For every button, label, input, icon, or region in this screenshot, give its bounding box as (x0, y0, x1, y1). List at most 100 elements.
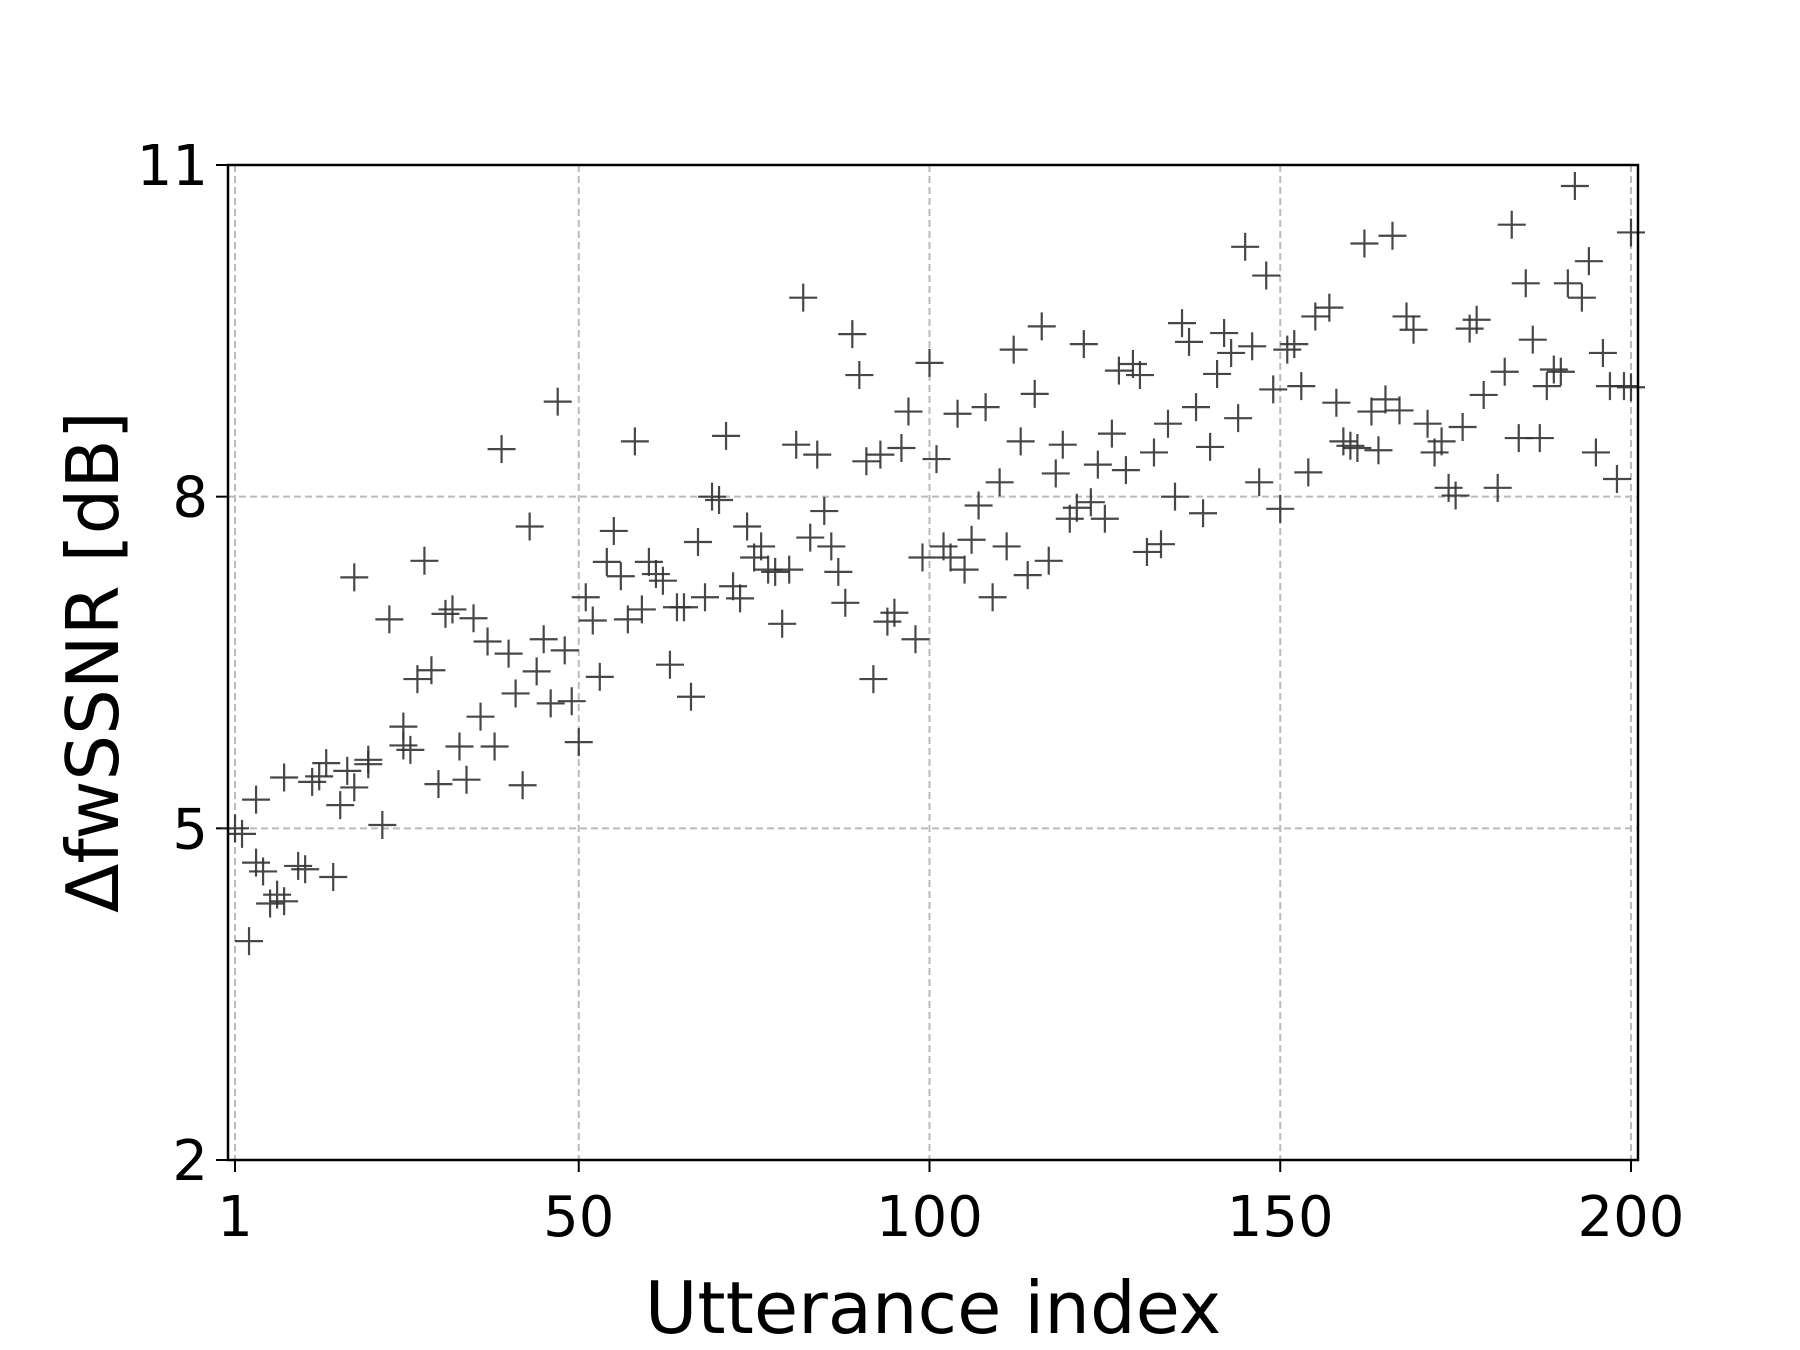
point (964, 491, 993, 520)
point (1203, 359, 1232, 388)
point (389, 712, 418, 741)
point (684, 527, 712, 556)
point (1616, 373, 1645, 402)
point (1196, 432, 1225, 461)
point (536, 689, 565, 718)
point (922, 445, 951, 474)
point (1041, 459, 1070, 488)
point (606, 562, 635, 591)
point (880, 598, 909, 627)
point (796, 523, 825, 552)
point (859, 665, 888, 694)
point (1146, 530, 1175, 559)
point (634, 547, 663, 576)
point (936, 543, 965, 572)
point (1006, 427, 1035, 456)
point (845, 361, 874, 390)
point (529, 625, 558, 654)
point (1581, 438, 1610, 467)
point (284, 851, 313, 880)
point (1013, 561, 1042, 590)
point (1069, 330, 1098, 359)
point (1553, 269, 1582, 298)
point (1469, 380, 1498, 409)
point (691, 583, 720, 612)
point (557, 687, 586, 716)
point (901, 625, 930, 654)
point (242, 785, 271, 814)
point (1483, 473, 1512, 502)
point (1329, 427, 1358, 456)
point (550, 636, 579, 665)
point (445, 732, 474, 761)
point (1350, 229, 1379, 258)
point (831, 588, 860, 617)
point (459, 604, 488, 633)
point (1076, 488, 1105, 517)
x-tick-label: 50 (543, 1185, 614, 1250)
point (1139, 438, 1168, 467)
point (1104, 356, 1133, 385)
point (1273, 335, 1302, 364)
point (740, 543, 769, 572)
point (985, 468, 1014, 497)
y-tick-label: 11 (137, 134, 208, 199)
point (1280, 330, 1309, 359)
point (1378, 221, 1407, 250)
point (1252, 261, 1281, 290)
point (824, 557, 853, 586)
point (410, 546, 439, 575)
point (1546, 357, 1575, 386)
point (585, 662, 614, 691)
point (599, 516, 628, 545)
point (375, 605, 404, 634)
point (817, 532, 846, 561)
point (1182, 393, 1211, 422)
point (578, 606, 607, 635)
point (782, 430, 811, 459)
point (543, 387, 572, 416)
point (340, 563, 369, 592)
point (1364, 436, 1393, 465)
point (1034, 546, 1063, 575)
point (726, 584, 755, 613)
point (1245, 468, 1274, 497)
point (669, 593, 698, 622)
point (438, 595, 467, 624)
point (789, 283, 818, 312)
point (270, 763, 299, 792)
point (319, 862, 348, 891)
point (761, 557, 790, 586)
point (494, 639, 523, 668)
point (1588, 338, 1617, 367)
point (396, 735, 425, 764)
point (838, 320, 867, 349)
point (1609, 372, 1638, 401)
x-tick-label: 200 (1578, 1185, 1685, 1250)
x-tick-label: 150 (1227, 1185, 1334, 1250)
plot-frame (226, 163, 1640, 1162)
point (1448, 413, 1477, 442)
point (431, 599, 460, 628)
point (641, 560, 670, 589)
point (501, 679, 530, 708)
point (971, 393, 1000, 422)
point (1231, 232, 1260, 261)
point (1413, 409, 1442, 438)
point (999, 335, 1028, 364)
point (929, 532, 958, 561)
point (270, 887, 299, 916)
point (1532, 372, 1561, 401)
y-tick-label: 8 (172, 466, 208, 531)
point (1055, 504, 1084, 533)
y-axis-label: ΔfwSSNR [dB] (51, 411, 135, 913)
point (564, 728, 593, 757)
point (249, 857, 278, 886)
point (1027, 312, 1056, 341)
point (354, 745, 383, 774)
point (417, 656, 446, 685)
point (1238, 332, 1267, 361)
point (803, 440, 832, 469)
point (1511, 269, 1540, 298)
